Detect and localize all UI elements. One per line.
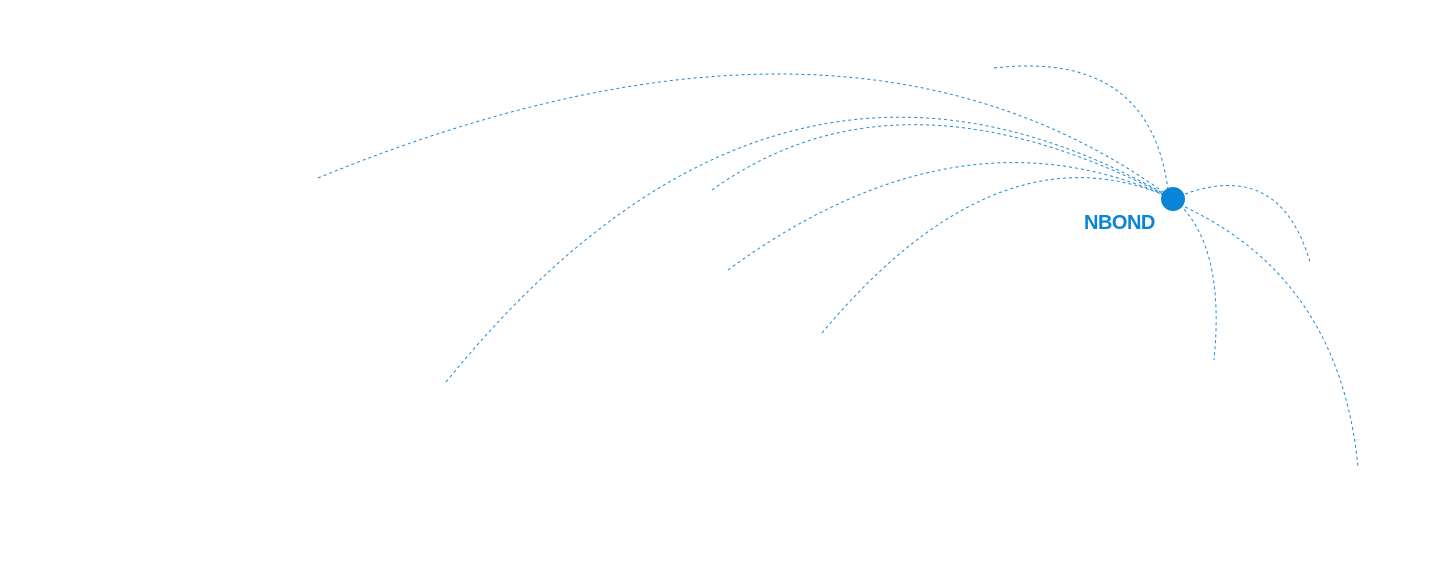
connection-arc: [993, 65, 1169, 191]
connection-arc: [711, 124, 1174, 200]
connection-arc: [317, 73, 1174, 200]
connection-arc: [1179, 204, 1217, 361]
brand-label: NBOND: [1084, 212, 1155, 234]
connection-arc: [821, 177, 1174, 334]
connection-arc: [445, 116, 1174, 383]
connection-arc: [1184, 185, 1311, 263]
connection-arc: [1184, 206, 1359, 468]
hub-dot-icon: [1161, 187, 1185, 211]
